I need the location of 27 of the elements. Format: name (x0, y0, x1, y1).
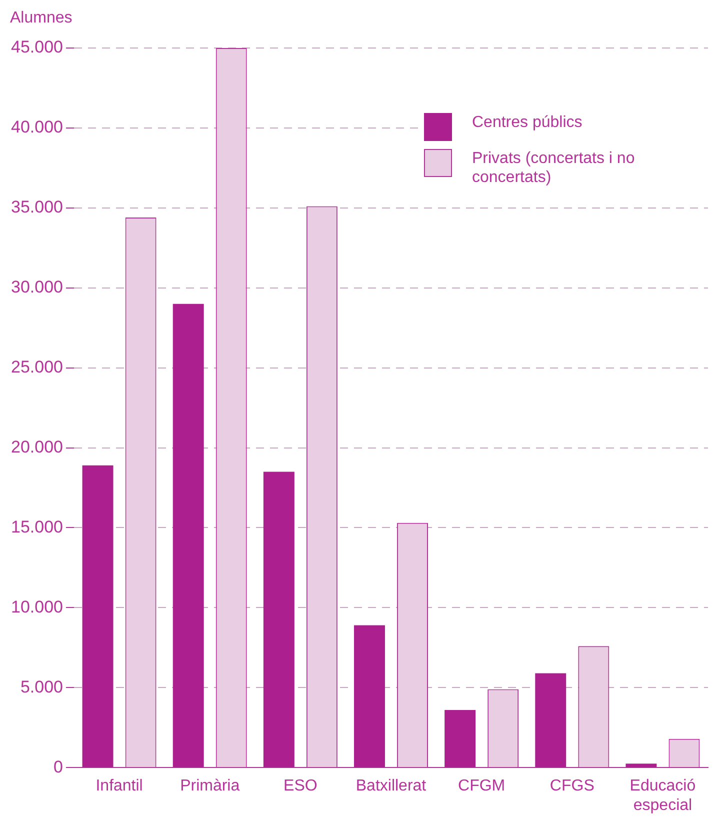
bar (263, 472, 294, 768)
y-tick-label: 45.000 (10, 38, 63, 57)
y-tick-label: 25.000 (10, 358, 63, 377)
y-tick-label: 20.000 (10, 437, 63, 456)
legend-label: Centres públics (472, 113, 584, 132)
y-tick-label: 30.000 (10, 278, 63, 297)
x-tick-label: CFGS (550, 778, 594, 795)
bar (82, 465, 114, 768)
y-tick-label: 15.000 (10, 517, 63, 536)
bar (626, 764, 657, 768)
y-tick-label: 40.000 (10, 118, 63, 137)
bar (172, 304, 204, 768)
x-tick-label: Primària (180, 778, 240, 795)
x-tick-label: Infantil (96, 778, 143, 795)
legend-label: Privats (concertats i no concertats) (472, 149, 636, 187)
x-tick-label: Batxillerat (356, 778, 427, 795)
x-tick-label: ESO (284, 778, 318, 795)
bar (354, 625, 385, 768)
y-tick-label: 0 (54, 757, 63, 776)
y-tick-label: 5.000 (20, 677, 63, 696)
y-tick-label: 35.000 (10, 198, 63, 217)
bar (535, 673, 566, 768)
x-tick-label: CFGM (458, 778, 506, 795)
y-tick-label: 10.000 (10, 597, 63, 616)
x-tick-label: Educació especial (630, 778, 696, 814)
y-axis-title: Alumnes (10, 9, 72, 26)
bar (444, 710, 476, 768)
